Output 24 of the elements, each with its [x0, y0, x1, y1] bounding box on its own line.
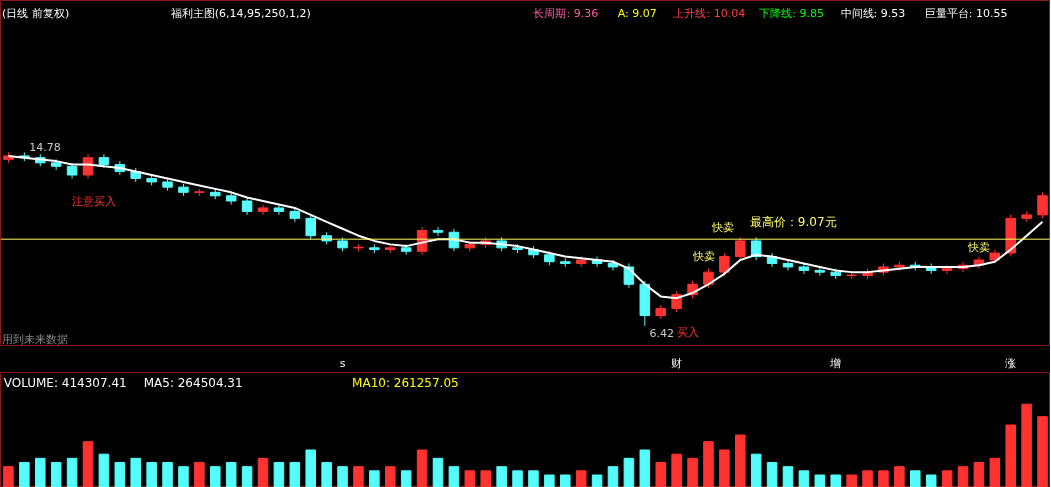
text: 上升线: 10.04: [673, 7, 746, 21]
annotation: 快卖: [691, 250, 715, 264]
annotation: 14.78: [29, 141, 61, 155]
text: A: 9.07: [617, 7, 657, 21]
text: 巨量平台: 10.55: [924, 7, 1008, 21]
text: MA5: 264504.31: [143, 376, 243, 391]
x-tick-label: 涨: [1005, 356, 1017, 370]
x-tick-label: s: [339, 356, 346, 370]
text: MA10: 261257.05: [352, 376, 459, 391]
chart-title: (日线 前复权): [2, 7, 70, 21]
ref-line-label: 最高价：9.07元: [749, 214, 837, 229]
x-tick-label: 财: [671, 356, 683, 370]
annotation: 快卖: [710, 220, 734, 234]
annotation: 注意买入: [72, 194, 117, 208]
chart-subtitle: 福利主图(6,14,95,250,1,2): [170, 7, 311, 21]
x-tick-label: 增: [829, 356, 842, 370]
text: 长周期: 9.36: [533, 7, 599, 21]
text: 中间线: 9.53: [840, 7, 906, 21]
chart-title: VOLUME: 414307.41: [3, 376, 127, 391]
text: 6.42: [649, 326, 675, 340]
text: 用到未来数据: [2, 333, 69, 347]
annotation: 快卖: [966, 241, 990, 255]
text: 买入: [676, 326, 699, 340]
text: 下降线: 9.85: [759, 7, 825, 21]
